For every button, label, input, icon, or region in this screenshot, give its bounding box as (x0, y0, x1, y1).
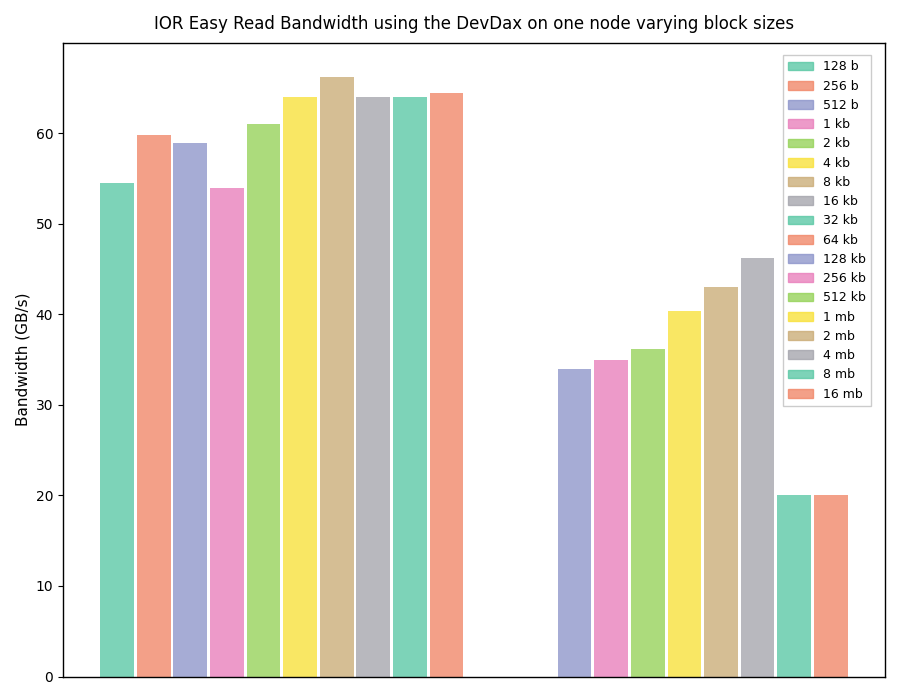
Bar (558, 369, 591, 676)
Bar (668, 311, 701, 676)
Bar (320, 77, 354, 676)
Bar (210, 188, 244, 676)
Legend: 128 b, 256 b, 512 b, 1 kb, 2 kb, 4 kb, 8 kb, 16 kb, 32 kb, 64 kb, 128 kb, 256 kb: 128 b, 256 b, 512 b, 1 kb, 2 kb, 4 kb, 8… (783, 55, 870, 406)
Bar (429, 92, 464, 676)
Bar (284, 97, 317, 676)
Bar (704, 287, 738, 676)
Title: IOR Easy Read Bandwidth using the DevDax on one node varying block sizes: IOR Easy Read Bandwidth using the DevDax… (154, 15, 794, 33)
Bar (778, 496, 811, 676)
Bar (631, 349, 664, 676)
Bar (356, 97, 390, 676)
Y-axis label: Bandwidth (GB/s): Bandwidth (GB/s) (15, 293, 30, 426)
Bar (741, 258, 774, 676)
Bar (174, 144, 207, 676)
Bar (137, 135, 170, 676)
Bar (247, 125, 280, 676)
Bar (393, 97, 427, 676)
Bar (100, 183, 134, 676)
Bar (594, 360, 628, 676)
Bar (814, 496, 848, 676)
